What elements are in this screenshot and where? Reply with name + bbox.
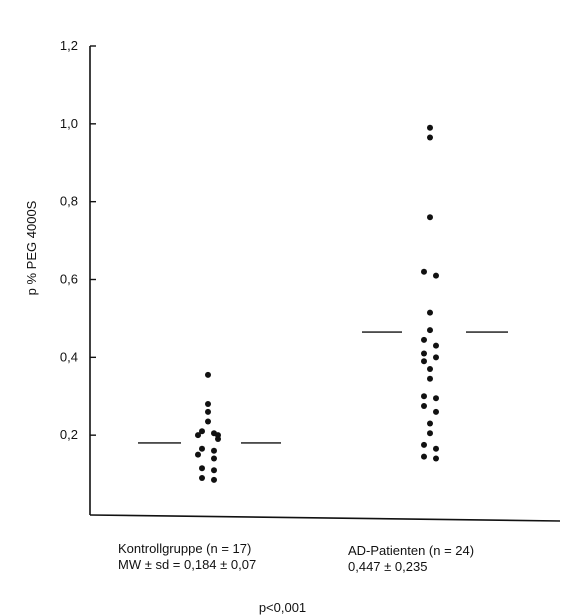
group-label-control: Kontrollgruppe (n = 17) MW ± sd = 0,184 … [118, 541, 256, 573]
data-point [215, 436, 221, 443]
x-axis [89, 514, 561, 522]
data-point [199, 465, 205, 472]
data-point [205, 418, 211, 425]
data-point [427, 134, 433, 141]
data-point [433, 408, 439, 415]
y-tick-label: 0,2 [60, 427, 78, 442]
data-point [211, 467, 217, 474]
data-point [427, 309, 433, 316]
data-point [205, 408, 211, 415]
ad-group-name: AD-Patienten (n = 24) [348, 543, 475, 558]
data-point [433, 272, 439, 279]
y-tick-label: 0,8 [60, 194, 78, 209]
data-point [199, 474, 205, 481]
data-point [427, 375, 433, 382]
mean-lines [138, 331, 508, 444]
p-value-annotation: p<0,001 [258, 600, 307, 615]
y-axis: 0,2 0,4 0,6 0,8 1,0 1,2 [60, 38, 96, 515]
control-group-stats: MW ± sd = 0,184 ± 0,07 [118, 557, 257, 572]
data-point [211, 455, 217, 462]
data-point [433, 445, 439, 452]
data-point [211, 447, 217, 454]
data-point [421, 441, 427, 448]
y-axis-title: p % PEG 4000S [24, 200, 39, 295]
data-point [433, 342, 439, 349]
data-point [421, 402, 427, 409]
data-point [421, 336, 427, 343]
data-point [421, 350, 427, 357]
data-point [211, 476, 217, 483]
data-point [427, 214, 433, 221]
data-point [199, 428, 205, 435]
data-point [427, 327, 433, 334]
data-point [427, 366, 433, 373]
data-point [195, 451, 201, 458]
data-point [427, 430, 433, 437]
y-tick-label: 1,0 [60, 116, 78, 131]
data-point [195, 432, 201, 439]
y-tick-label: 0,6 [60, 272, 78, 287]
data-point [433, 354, 439, 361]
data-point [205, 371, 211, 378]
data-points [195, 124, 439, 483]
data-point [421, 268, 427, 275]
data-point [421, 393, 427, 400]
data-point [421, 358, 427, 365]
data-point [427, 124, 433, 131]
data-point [433, 395, 439, 402]
x-axis-line [89, 514, 561, 522]
y-tick-label: 0,4 [60, 349, 78, 364]
control-group-name: Kontrollgruppe (n = 17) [118, 541, 252, 556]
y-tick-label: 1,2 [60, 38, 78, 53]
group-label-ad-patients: AD-Patienten (n = 24) 0,447 ± 0,235 [348, 543, 474, 575]
data-point [199, 445, 205, 452]
data-point [427, 420, 433, 427]
ad-group-stats: 0,447 ± 0,235 [348, 559, 428, 574]
data-point [205, 401, 211, 408]
data-point [433, 455, 439, 462]
data-point [421, 453, 427, 460]
